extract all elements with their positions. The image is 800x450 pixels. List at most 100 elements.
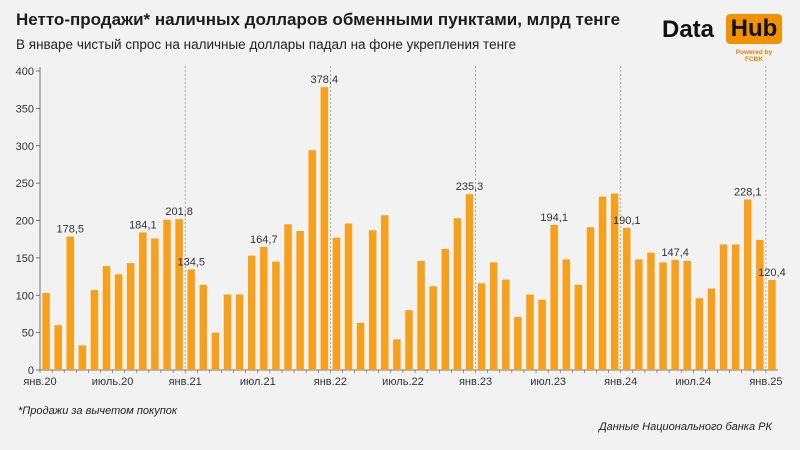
logo-powered-by: Powered by FCBK: [735, 49, 773, 63]
bar: [163, 219, 171, 370]
bar: [126, 263, 135, 370]
bar: [66, 236, 74, 370]
bar: [114, 274, 123, 370]
source-note: Данные Национального банка РК: [598, 421, 772, 433]
data-label: 201,8: [165, 206, 193, 218]
x-tick-label: июль.20: [92, 376, 134, 388]
bar: [260, 246, 268, 370]
bar: [598, 196, 607, 370]
y-tick-label: 250: [16, 178, 34, 190]
bar: [756, 239, 764, 370]
bar: [139, 232, 147, 370]
bar: [586, 227, 595, 370]
x-tick-label: янв.25: [749, 376, 782, 388]
bar: [417, 260, 425, 370]
bar: [623, 227, 631, 370]
y-tick-label: 50: [22, 328, 34, 340]
bar: [235, 294, 244, 370]
bar: [90, 290, 99, 370]
bar: [102, 266, 111, 370]
y-tick-label: 400: [16, 66, 34, 78]
bar: [465, 194, 474, 370]
bar: [199, 284, 208, 370]
bar: [526, 294, 534, 370]
bar: [744, 199, 752, 370]
data-label: 184,1: [129, 219, 157, 231]
bar: [441, 248, 450, 370]
bar: [683, 260, 692, 370]
bar: [368, 230, 377, 370]
bar: [42, 293, 50, 370]
bar: [332, 237, 341, 370]
y-tick-label: 100: [16, 290, 34, 302]
x-tick-label: июл.23: [530, 376, 566, 388]
data-label: 190,1: [613, 215, 641, 227]
bar: [502, 279, 510, 370]
bar: [284, 224, 292, 370]
data-label: 164,7: [250, 234, 278, 246]
bar: [574, 284, 583, 370]
data-label: 147,4: [661, 247, 689, 259]
bar: [344, 223, 353, 370]
data-label: 120,4: [758, 267, 786, 279]
bar: [489, 262, 498, 370]
y-tick-label: 200: [16, 216, 34, 228]
bar: [477, 283, 486, 370]
y-tick-label: 300: [16, 141, 34, 153]
bar: [405, 310, 413, 370]
bar: [453, 218, 462, 370]
data-label: 228,1: [734, 186, 762, 198]
bar: [381, 215, 389, 370]
x-tick-label: июль.22: [382, 376, 424, 388]
bar: [659, 262, 667, 370]
x-tick-label: янв.20: [23, 376, 56, 388]
data-label: 134,5: [177, 256, 205, 268]
bar: [151, 238, 159, 370]
bar: [272, 261, 280, 370]
logo-word-hub: Hub: [726, 14, 782, 44]
data-label: 178,5: [56, 224, 84, 236]
x-tick-label: янв.21: [169, 376, 202, 388]
x-tick-label: июл.21: [240, 376, 276, 388]
bar: [514, 316, 522, 370]
bar: [175, 219, 183, 370]
x-tick-label: янв.23: [459, 376, 492, 388]
x-tick-label: июл.24: [675, 376, 711, 388]
bar: [635, 259, 643, 370]
bar: [768, 280, 776, 370]
bar: [54, 325, 62, 370]
bar: [308, 150, 316, 370]
data-label: 378,4: [311, 74, 339, 86]
y-tick-label: 350: [16, 103, 34, 115]
datahub-logo: Data Hub Powered by FCBK: [662, 14, 784, 63]
bar: [719, 244, 728, 370]
data-label: 235,3: [456, 181, 484, 193]
y-tick-label: 0: [28, 365, 34, 377]
bar: [671, 259, 679, 370]
bar: [731, 244, 740, 370]
logo-word-data: Data: [662, 16, 715, 43]
chart-title: Нетто-продажи* наличных долларов обменны…: [16, 10, 621, 29]
bar: [223, 294, 232, 370]
bar: [393, 339, 401, 370]
bar: [320, 87, 329, 371]
bar: [538, 299, 546, 370]
bar: [550, 224, 558, 370]
footnote: *Продажи за вычетом покупок: [18, 405, 178, 417]
bar: [356, 322, 365, 370]
bar: [78, 345, 87, 370]
bar: [429, 286, 437, 370]
bar: [211, 332, 220, 370]
x-tick-label: янв.22: [314, 376, 347, 388]
bar: [647, 252, 655, 370]
bar: [247, 255, 256, 370]
y-tick-label: 150: [16, 253, 34, 265]
bar: [695, 298, 704, 370]
x-tick-label: янв.24: [604, 376, 637, 388]
data-label: 194,1: [540, 212, 568, 224]
chart-subtitle: В январе чистый спрос на наличные доллар…: [16, 37, 517, 52]
bar: [707, 288, 716, 370]
bar: [187, 269, 195, 370]
bar: [296, 230, 304, 370]
